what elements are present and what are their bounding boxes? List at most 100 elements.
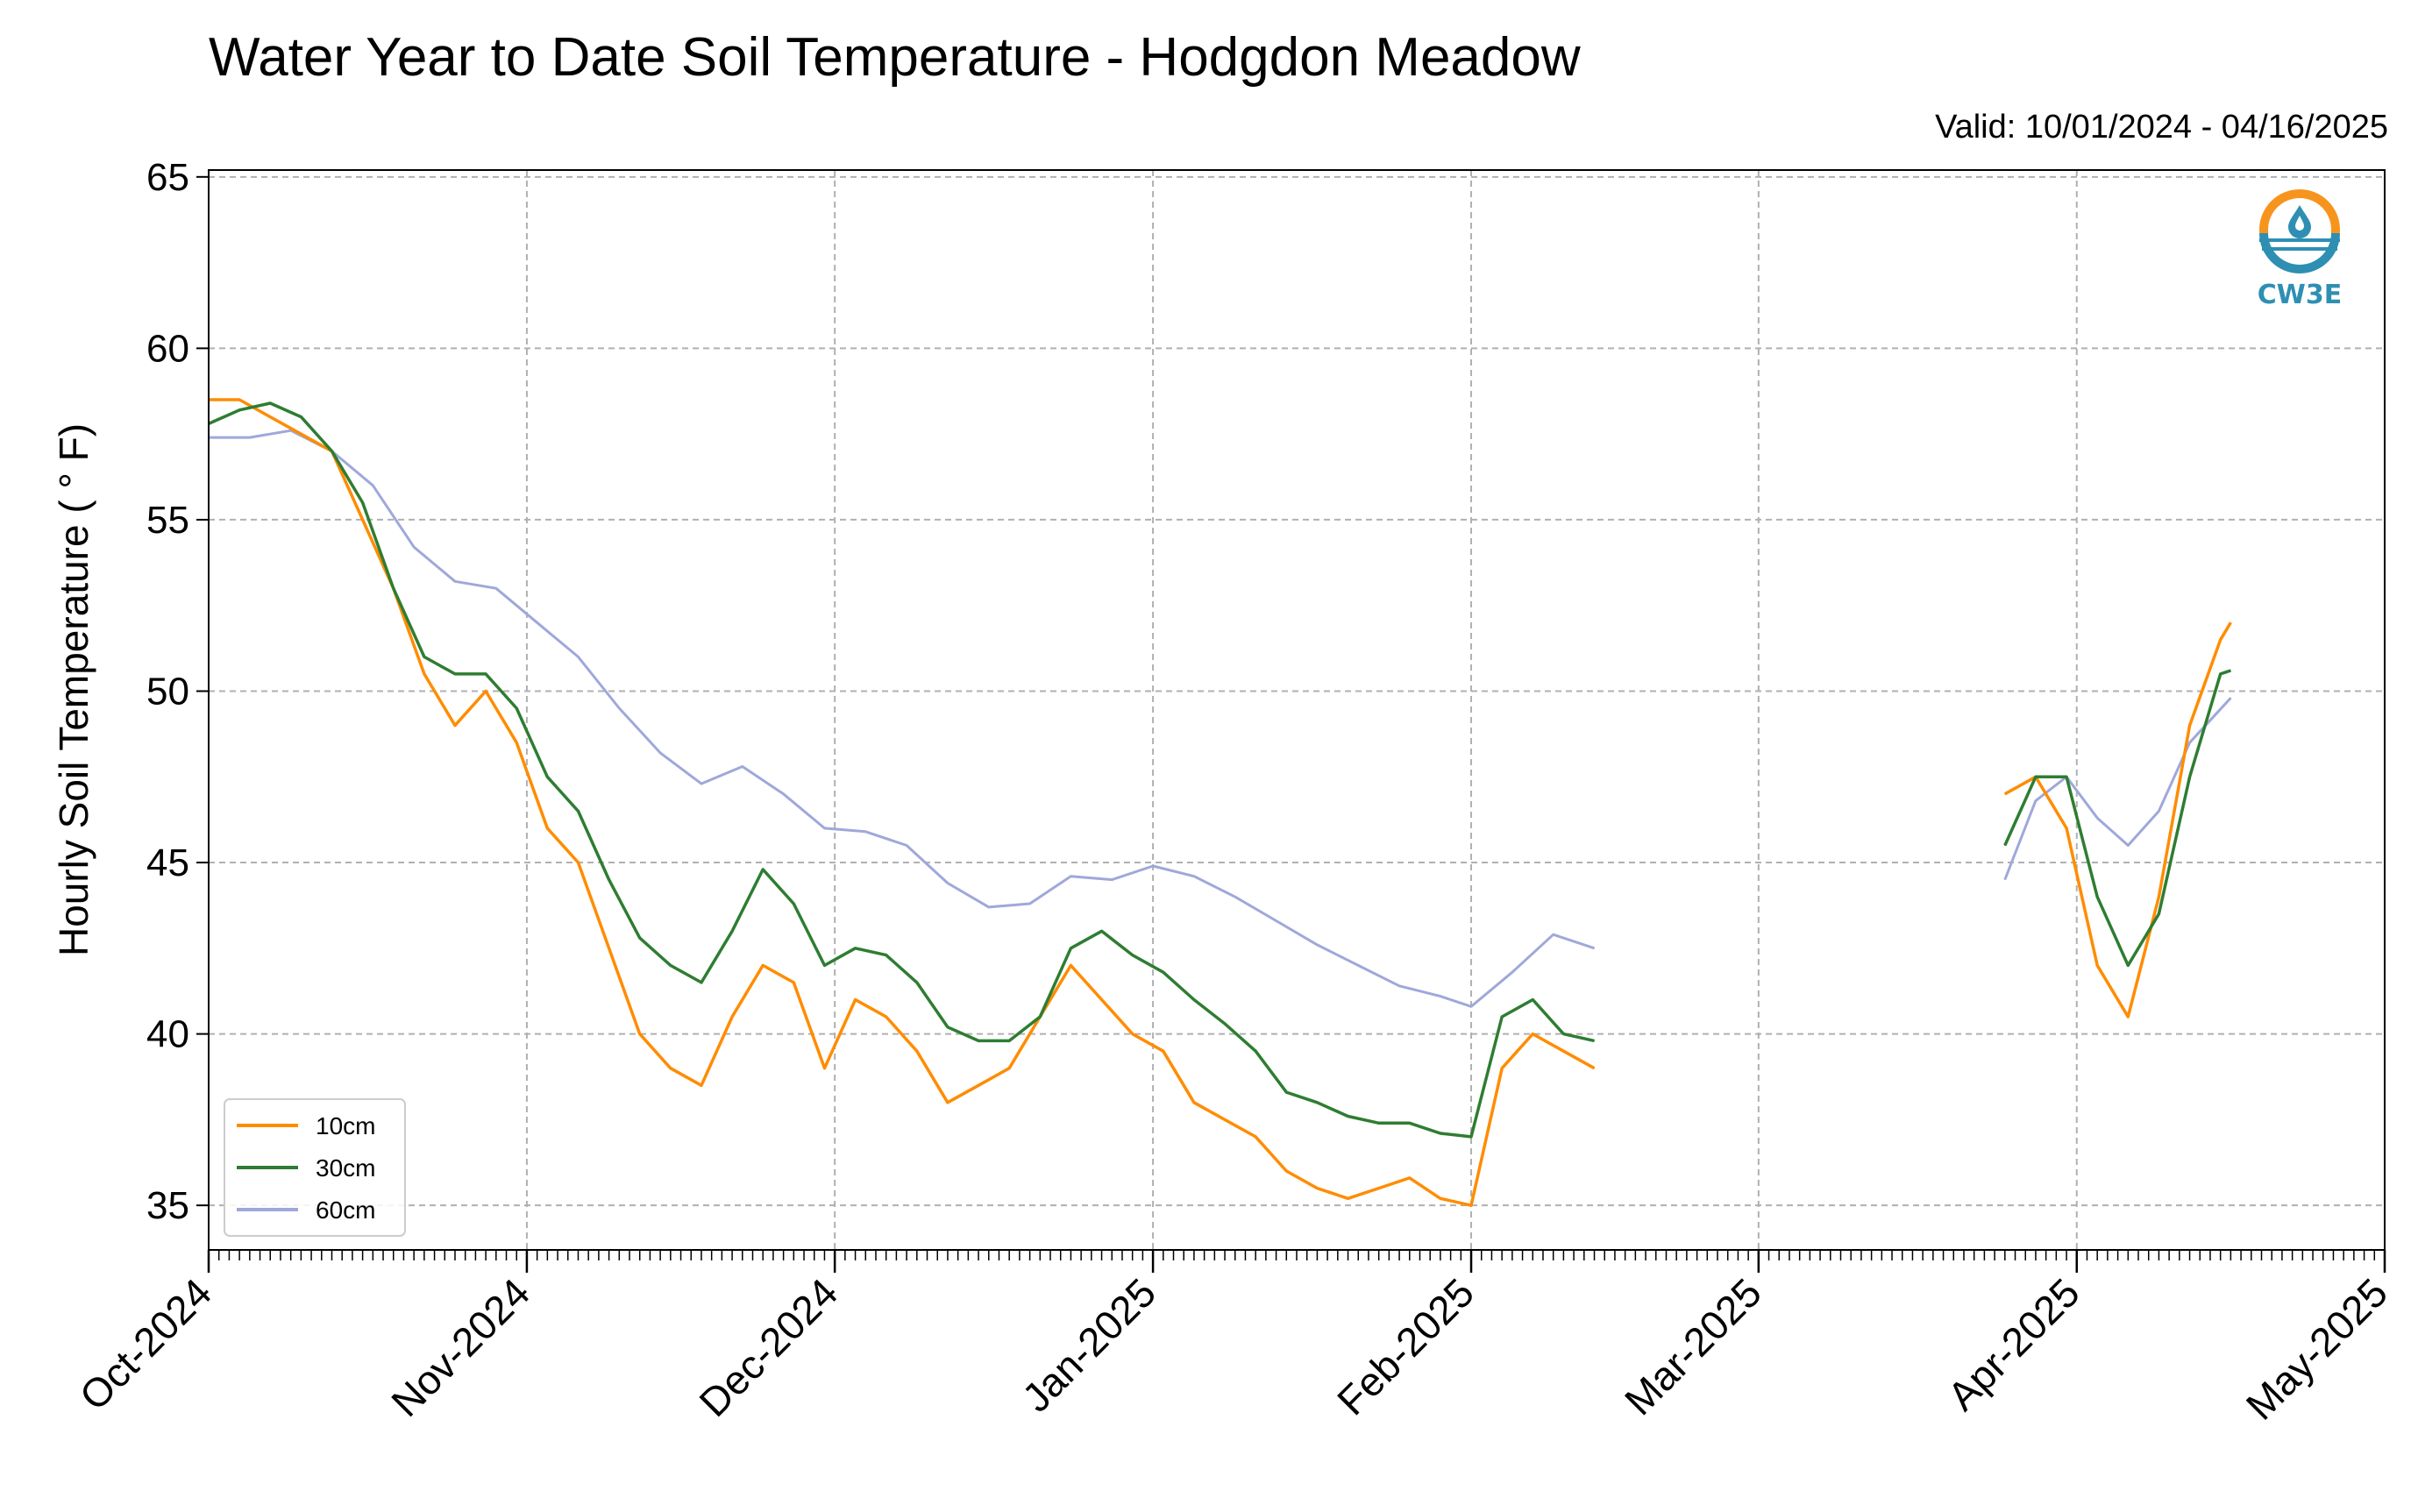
data-point-30cm: [947, 1026, 949, 1028]
data-point-10cm: [2004, 793, 2006, 795]
data-point-60cm: [1111, 879, 1113, 881]
data-point-60cm: [947, 883, 949, 884]
data-point-60cm: [249, 437, 251, 438]
data-point-10cm: [1193, 1102, 1195, 1104]
data-point-10cm: [269, 416, 271, 418]
data-point-10cm: [2066, 827, 2067, 829]
data-point-10cm: [238, 399, 240, 401]
data-point-10cm: [1562, 1050, 1564, 1052]
data-point-30cm: [1224, 1023, 1226, 1025]
series-line-60cm: [209, 429, 2232, 1008]
data-point-30cm: [1470, 1136, 1472, 1138]
data-point-60cm: [2035, 800, 2037, 802]
data-point-30cm: [2220, 673, 2222, 675]
data-point-30cm: [916, 982, 918, 983]
data-point-60cm: [618, 707, 620, 709]
data-point-10cm: [639, 1033, 641, 1035]
data-point-60cm: [1193, 876, 1195, 877]
data-point-30cm: [793, 903, 794, 905]
data-point-10cm: [2127, 1016, 2129, 1018]
data-point-10cm: [1255, 1136, 1256, 1138]
data-point-60cm: [1070, 876, 1071, 877]
x-axis: Oct-2024 Nov-2024 Dec-2024 Jan-2025 Feb-2025…: [71, 1250, 2396, 1429]
data-point-60cm: [1553, 933, 1554, 935]
data-point-60cm: [988, 906, 990, 908]
data-point-30cm: [1594, 1040, 1596, 1041]
data-point-60cm: [2158, 810, 2159, 812]
y-tick-label: 50: [146, 670, 189, 713]
data-point-10cm: [947, 1102, 949, 1104]
series-lines: [208, 398, 2232, 1207]
data-point-60cm: [1234, 896, 1236, 898]
data-point-10cm: [454, 725, 456, 727]
data-point-60cm: [495, 587, 497, 589]
data-point-30cm: [1409, 1122, 1411, 1124]
data-point-30cm: [454, 673, 456, 675]
data-point-10cm: [1070, 964, 1071, 966]
data-point-60cm: [1152, 865, 1154, 867]
data-point-60cm: [1357, 964, 1359, 966]
y-axis-label: Hourly Soil Temperature ( ° F): [51, 422, 96, 957]
data-point-10cm: [577, 862, 579, 863]
legend-label: 60cm: [316, 1196, 375, 1224]
data-point-60cm: [823, 827, 825, 829]
data-point-30cm: [2096, 896, 2098, 898]
valid-range: Valid: 10/01/2024 - 04/16/2025: [1935, 109, 2388, 146]
water-drop-icon: [2259, 189, 2340, 273]
data-point-30cm: [577, 810, 579, 812]
data-point-30cm: [362, 501, 364, 503]
data-point-10cm: [2158, 896, 2159, 898]
data-point-30cm: [1255, 1050, 1256, 1052]
data-point-10cm: [1101, 998, 1103, 1000]
y-tick-label: 40: [146, 1013, 189, 1056]
x-tick-label: Dec-2024: [690, 1269, 846, 1425]
grid: [208, 170, 2386, 1250]
legend-box: [224, 1098, 406, 1237]
data-point-30cm: [1501, 1016, 1503, 1018]
data-point-10cm: [978, 1084, 979, 1086]
data-point-60cm: [1398, 985, 1400, 987]
series-line-30cm: [208, 401, 2231, 1139]
data-point-30cm: [1378, 1122, 1380, 1124]
data-point-10cm: [885, 1016, 887, 1018]
data-point-30cm: [269, 402, 271, 404]
chart-title: Water Year to Date Soil Temperature - Ho…: [209, 27, 1581, 88]
data-point-10cm: [731, 1016, 733, 1018]
data-point-60cm: [2096, 817, 2098, 819]
data-point-30cm: [1193, 998, 1195, 1000]
data-point-60cm: [742, 766, 743, 768]
data-point-10cm: [2230, 621, 2231, 623]
data-point-10cm: [485, 690, 487, 692]
data-point-10cm: [855, 998, 857, 1000]
data-point-10cm: [1285, 1170, 1287, 1172]
data-point-10cm: [423, 673, 425, 675]
data-point-60cm: [2127, 844, 2129, 846]
data-point-60cm: [1276, 920, 1277, 922]
data-point-10cm: [2189, 725, 2191, 727]
data-point-60cm: [290, 429, 292, 431]
data-point-10cm: [1378, 1188, 1380, 1189]
plot-frame: [208, 169, 2386, 1251]
y-tick-label: 35: [146, 1184, 189, 1227]
data-point-30cm: [823, 964, 825, 966]
legend-label: 30cm: [316, 1154, 375, 1182]
y-tick-label: 60: [146, 327, 189, 370]
data-point-60cm: [2004, 879, 2006, 881]
x-tick-label: Apr-2025: [1938, 1269, 2088, 1419]
data-point-10cm: [2096, 964, 2098, 966]
legend-label: 10cm: [316, 1112, 375, 1139]
legend: 10cm 30cm 60cm: [224, 1098, 406, 1237]
data-point-30cm: [2127, 964, 2129, 966]
data-point-10cm: [1409, 1177, 1411, 1179]
data-point-30cm: [762, 869, 764, 870]
data-point-10cm: [916, 1050, 918, 1052]
data-point-30cm: [2158, 913, 2159, 915]
data-point-60cm: [659, 752, 661, 754]
data-point-10cm: [1224, 1118, 1226, 1120]
data-point-60cm: [2230, 697, 2231, 699]
data-point-30cm: [639, 937, 641, 939]
data-point-10cm: [762, 964, 764, 966]
data-point-30cm: [393, 587, 395, 589]
data-point-30cm: [731, 930, 733, 932]
data-point-10cm: [1316, 1188, 1318, 1189]
